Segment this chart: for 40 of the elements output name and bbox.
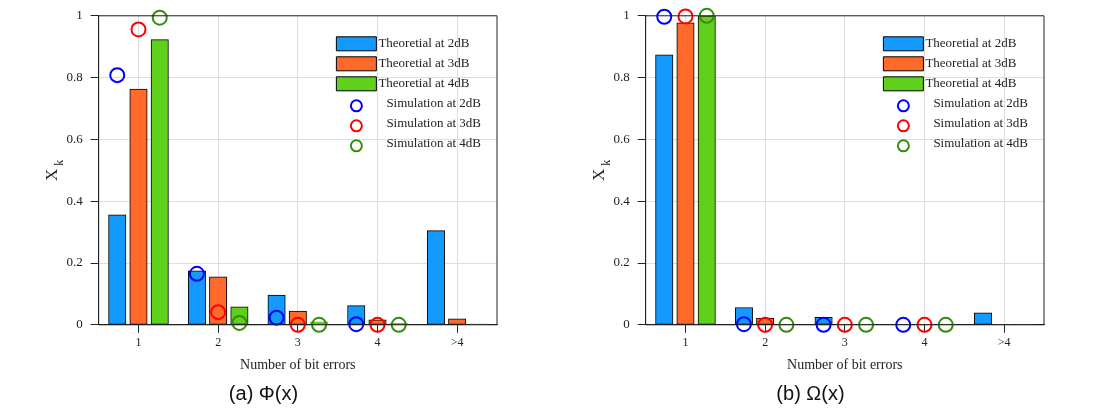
x-axis-title: Number of bit errors	[240, 357, 356, 373]
x-tick-label: 2	[762, 335, 769, 350]
y-tick-label: 0.2	[66, 254, 83, 270]
legend-label: Simulation at 2dB	[933, 95, 1029, 111]
legend-label: Theoretial at 4dB	[925, 75, 1017, 91]
y-tick-label: 1	[623, 7, 630, 23]
y-tick-label: 0.4	[613, 192, 631, 208]
legend-label: Simulation at 4dB	[386, 135, 482, 151]
legend-label: Simulation at 2dB	[386, 95, 482, 111]
y-tick-label: 0.4	[66, 192, 84, 208]
legend-label: Theoretial at 4dB	[378, 75, 470, 91]
legend-label: Simulation at 4dB	[933, 135, 1029, 151]
legend-label: Theoretial at 2dB	[925, 35, 1017, 51]
legend-label: Simulation at 3dB	[933, 115, 1029, 131]
y-tick-label: 0	[76, 316, 83, 332]
x-tick-label: 1	[682, 335, 689, 350]
legend-label: Simulation at 3dB	[386, 115, 482, 131]
x-tick-label: 3	[841, 335, 848, 350]
y-tick-label: 0.6	[66, 130, 84, 146]
x-tick-label: 4	[374, 335, 381, 350]
x-tick-label: 2	[215, 335, 222, 350]
legend-label: Theoretial at 2dB	[378, 35, 470, 51]
y-tick-label: 0.8	[613, 69, 630, 85]
y-tick-label: 0.2	[613, 254, 630, 270]
y-axis-title: Xk	[588, 159, 613, 181]
x-tick-label: 4	[921, 335, 928, 350]
y-tick-label: 0.8	[66, 69, 83, 85]
y-tick-label: 0	[623, 316, 630, 332]
x-axis-title: Number of bit errors	[787, 357, 903, 373]
y-axis-title: Xk	[41, 159, 66, 181]
x-tick-label: >4	[450, 335, 464, 350]
text: (a) Φ(x)	[228, 381, 299, 404]
x-tick-label: 3	[294, 335, 301, 350]
x-tick-label: 1	[135, 335, 142, 350]
legend-label: Theoretial at 3dB	[925, 55, 1017, 71]
text: (b) Ω(x)	[776, 381, 845, 404]
legend-label: Theoretial at 3dB	[378, 55, 470, 71]
y-tick-label: 1	[76, 7, 83, 23]
y-tick-label: 0.6	[613, 130, 631, 146]
x-tick-label: >4	[997, 335, 1011, 350]
